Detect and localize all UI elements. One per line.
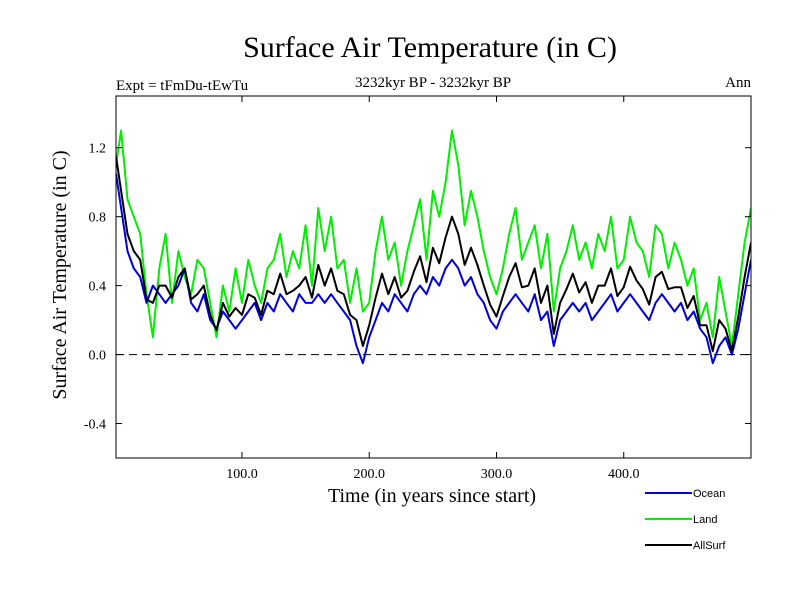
legend-label-ocean: Ocean xyxy=(693,488,725,500)
y-tick-label: 0.8 xyxy=(89,211,107,226)
chart-subtitle: 3232kyr BP - 3232kyr BP xyxy=(355,75,511,91)
y-axis-label: Surface Air Temperature (in C) xyxy=(49,150,71,399)
legend-label-land: Land xyxy=(693,514,717,526)
season-label: Ann xyxy=(725,75,751,91)
series-line-allsurf xyxy=(116,156,751,353)
x-tick-label: 400.0 xyxy=(608,467,640,482)
x-tick-label: 200.0 xyxy=(353,467,385,482)
x-tick-label: 300.0 xyxy=(481,467,513,482)
y-tick-label: 0.0 xyxy=(89,349,107,364)
y-tick-label: -0.4 xyxy=(84,418,106,433)
y-tick-label: 1.2 xyxy=(89,142,107,157)
chart-title: Surface Air Temperature (in C) xyxy=(243,31,617,64)
experiment-label: Expt = tFmDu-tEwTu xyxy=(116,78,249,94)
legend-label-allsurf: AllSurf xyxy=(693,540,726,552)
legend: Ocean Land AllSurf xyxy=(645,488,726,552)
x-axis-label: Time (in years since start) xyxy=(328,485,536,507)
tick-layer: 100.0 200.0 300.0 400.0 -0.4 0.0 0.4 0.8 1.2 xyxy=(84,96,751,482)
plot-frame xyxy=(115,95,752,459)
x-tick-label: 100.0 xyxy=(226,467,258,482)
series-layer xyxy=(116,129,751,365)
y-tick-label: 0.4 xyxy=(89,280,107,295)
series-line-land xyxy=(116,129,751,347)
series-line-ocean xyxy=(116,173,751,365)
